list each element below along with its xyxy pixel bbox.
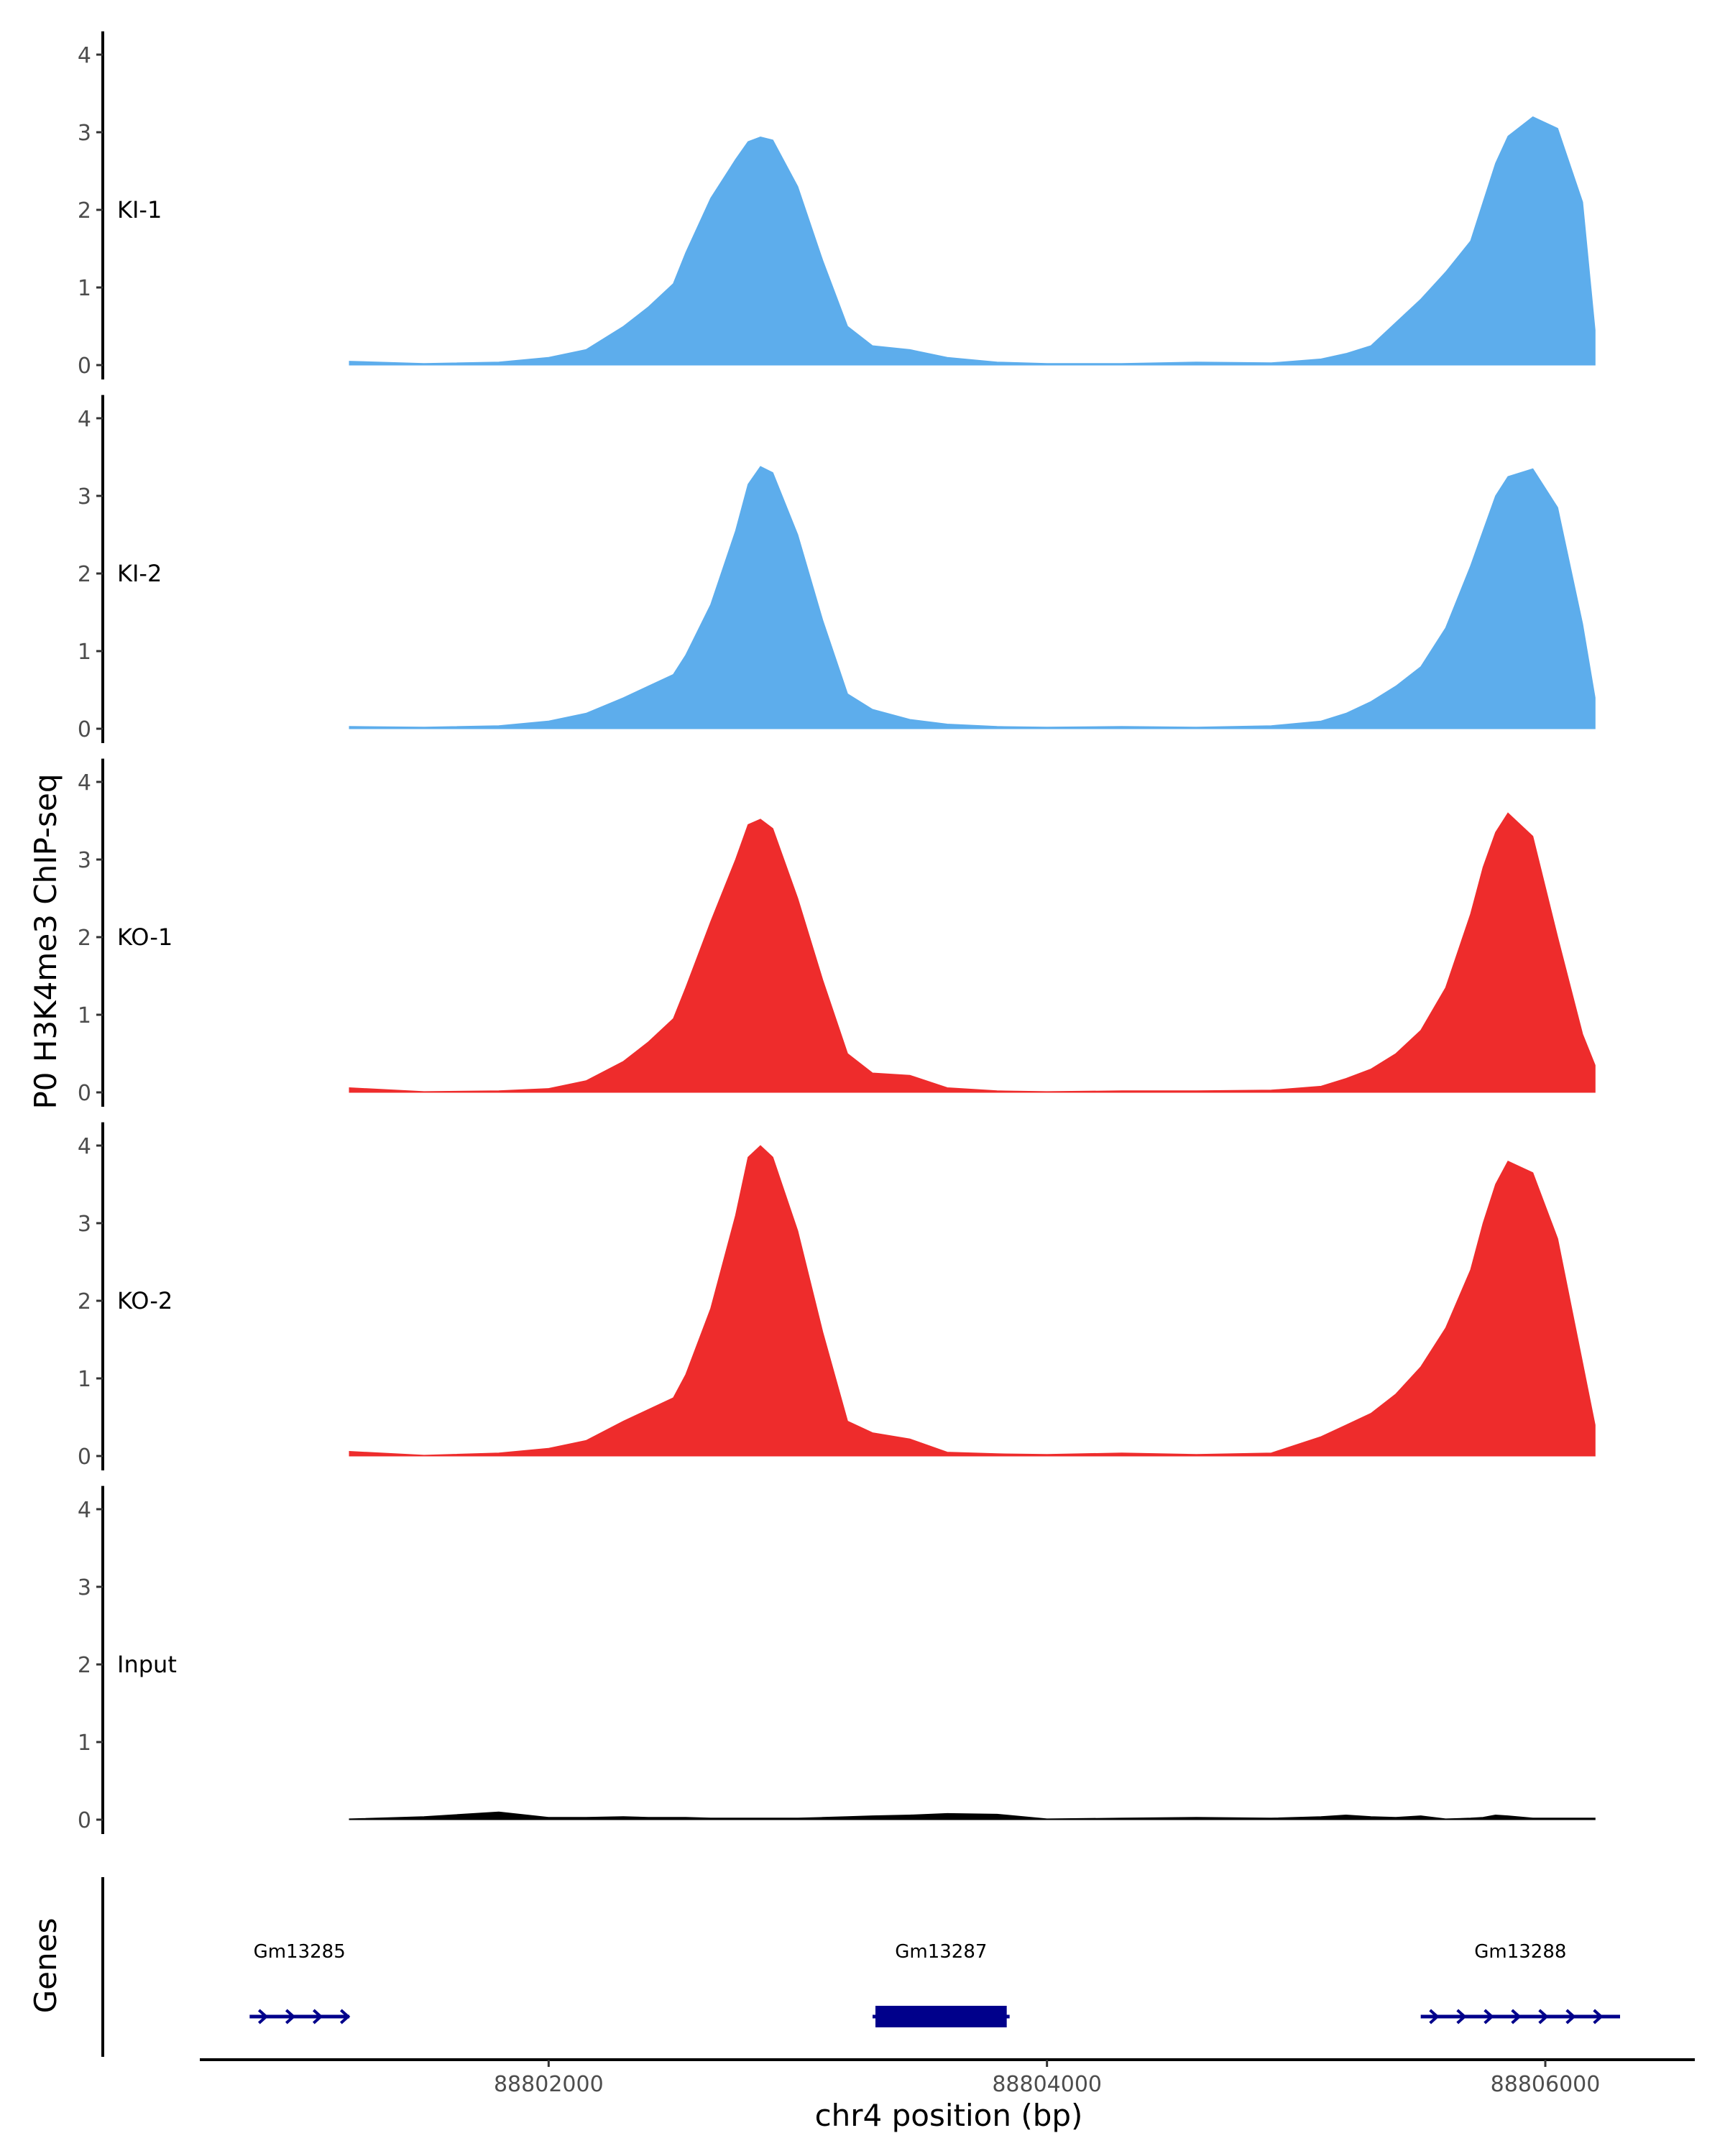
y-tick-label-ko-1-4: 4 — [78, 770, 91, 796]
gene-gm13288: Gm13288 — [1420, 1941, 1620, 2024]
genes-track-title: Genes — [28, 1918, 63, 2014]
strand-arrow-icon — [908, 2009, 919, 2024]
y-axis-title: P0 H3K4me3 ChIP-seq — [28, 773, 63, 1109]
strand-arrow-icon — [1565, 2009, 1576, 2024]
y-tick-label-ko-1-3: 3 — [78, 848, 91, 873]
strand-arrow-icon — [962, 2009, 973, 2024]
strand-arrow-icon — [1593, 2009, 1604, 2024]
x-axis-title: chr4 position (bp) — [815, 2098, 1083, 2133]
y-tick-label-ko-1-1: 1 — [78, 1003, 91, 1028]
y-tick-label-ko-1-2: 2 — [78, 926, 91, 951]
y-tick-label-ko-2-4: 4 — [78, 1134, 91, 1159]
track-ki-1: 0 1 2 3 4 KI-1 — [78, 31, 1596, 379]
strand-arrow-icon — [285, 2009, 296, 2024]
y-tick-label-input-3: 3 — [78, 1575, 91, 1600]
strand-arrow-icon — [880, 2009, 891, 2024]
series-area-ko-2 — [349, 1145, 1596, 1457]
series-area-input — [349, 1811, 1596, 1820]
x-axis: 88802000 88804000 88806000 — [200, 2058, 1695, 2097]
strand-arrow-icon — [1429, 2009, 1440, 2024]
y-tick-label-ki-1-0: 0 — [78, 354, 91, 379]
y-tick-label-input-2: 2 — [78, 1653, 91, 1678]
y-tick-label-input-1: 1 — [78, 1731, 91, 1756]
strand-arrow-icon — [935, 2009, 946, 2024]
y-tick-label-ko-2-1: 1 — [78, 1367, 91, 1392]
y-tick-label-input-4: 4 — [78, 1498, 91, 1523]
x-tick-label-88806000: 88806000 — [1491, 2072, 1601, 2097]
x-tick-label-88802000: 88802000 — [494, 2072, 604, 2097]
track-label-ko-1: KO-1 — [117, 923, 172, 951]
gene-label-gm13285: Gm13285 — [254, 1941, 346, 1963]
y-tick-label-ki-2-1: 1 — [78, 640, 91, 665]
gene-label-gm13287: Gm13287 — [895, 1941, 987, 1963]
coverage-tracks: 0 1 2 3 4 KI-1 0 1 2 3 4 KI-2 0 1 2 3 4 KO-1 0 1 2 3 4 KO-2 0 1 2 3… — [78, 31, 1596, 1834]
series-area-ki-2 — [349, 466, 1596, 729]
y-tick-label-ki-2-3: 3 — [78, 484, 91, 510]
track-ko-2: 0 1 2 3 4 KO-2 — [78, 1122, 1596, 1470]
y-tick-label-ko-2-3: 3 — [78, 1212, 91, 1237]
gene-label-gm13288: Gm13288 — [1474, 1941, 1566, 1963]
x-tick-label-88804000: 88804000 — [992, 2072, 1102, 2097]
y-tick-label-ko-2-0: 0 — [78, 1445, 91, 1470]
strand-arrow-icon — [990, 2009, 1000, 2024]
track-ko-1: 0 1 2 3 4 KO-1 — [78, 758, 1596, 1107]
y-tick-label-ki-2-2: 2 — [78, 562, 91, 587]
track-label-ki-2: KI-2 — [117, 560, 162, 587]
y-tick-label-ki-2-0: 0 — [78, 717, 91, 742]
track-ki-2: 0 1 2 3 4 KI-2 — [78, 395, 1596, 743]
y-tick-label-ki-1-1: 1 — [78, 276, 91, 301]
strand-arrow-icon — [1456, 2009, 1467, 2024]
gene-gm13287: Gm13287 — [873, 1941, 1010, 2027]
y-tick-label-ki-1-4: 4 — [78, 43, 91, 68]
track-label-ko-2: KO-2 — [117, 1287, 172, 1314]
series-area-ko-1 — [349, 812, 1596, 1093]
series-area-ki-1 — [349, 116, 1596, 366]
y-tick-label-ki-2-4: 4 — [78, 407, 91, 432]
y-tick-label-ko-1-0: 0 — [78, 1081, 91, 1106]
strand-arrow-icon — [339, 2009, 351, 2024]
strand-arrow-icon — [1538, 2009, 1549, 2024]
y-tick-label-ki-1-2: 2 — [78, 198, 91, 224]
strand-arrow-icon — [1484, 2009, 1494, 2024]
y-tick-label-input-0: 0 — [78, 1808, 91, 1833]
track-input: 0 1 2 3 4 Input — [78, 1485, 1596, 1834]
strand-arrow-icon — [1511, 2009, 1522, 2024]
gene-gm13285: Gm13285 — [249, 1941, 351, 2024]
y-tick-label-ko-2-2: 2 — [78, 1289, 91, 1314]
track-label-input: Input — [117, 1651, 177, 1678]
y-tick-label-ki-1-3: 3 — [78, 121, 91, 146]
strand-arrow-icon — [312, 2009, 323, 2024]
strand-arrow-icon — [257, 2009, 269, 2024]
track-label-ki-1: KI-1 — [117, 196, 162, 224]
gene-exon-gm13287 — [875, 2006, 1007, 2027]
genes-track: Gm13285 Gm13287 Gm13288 — [101, 1877, 1620, 2057]
